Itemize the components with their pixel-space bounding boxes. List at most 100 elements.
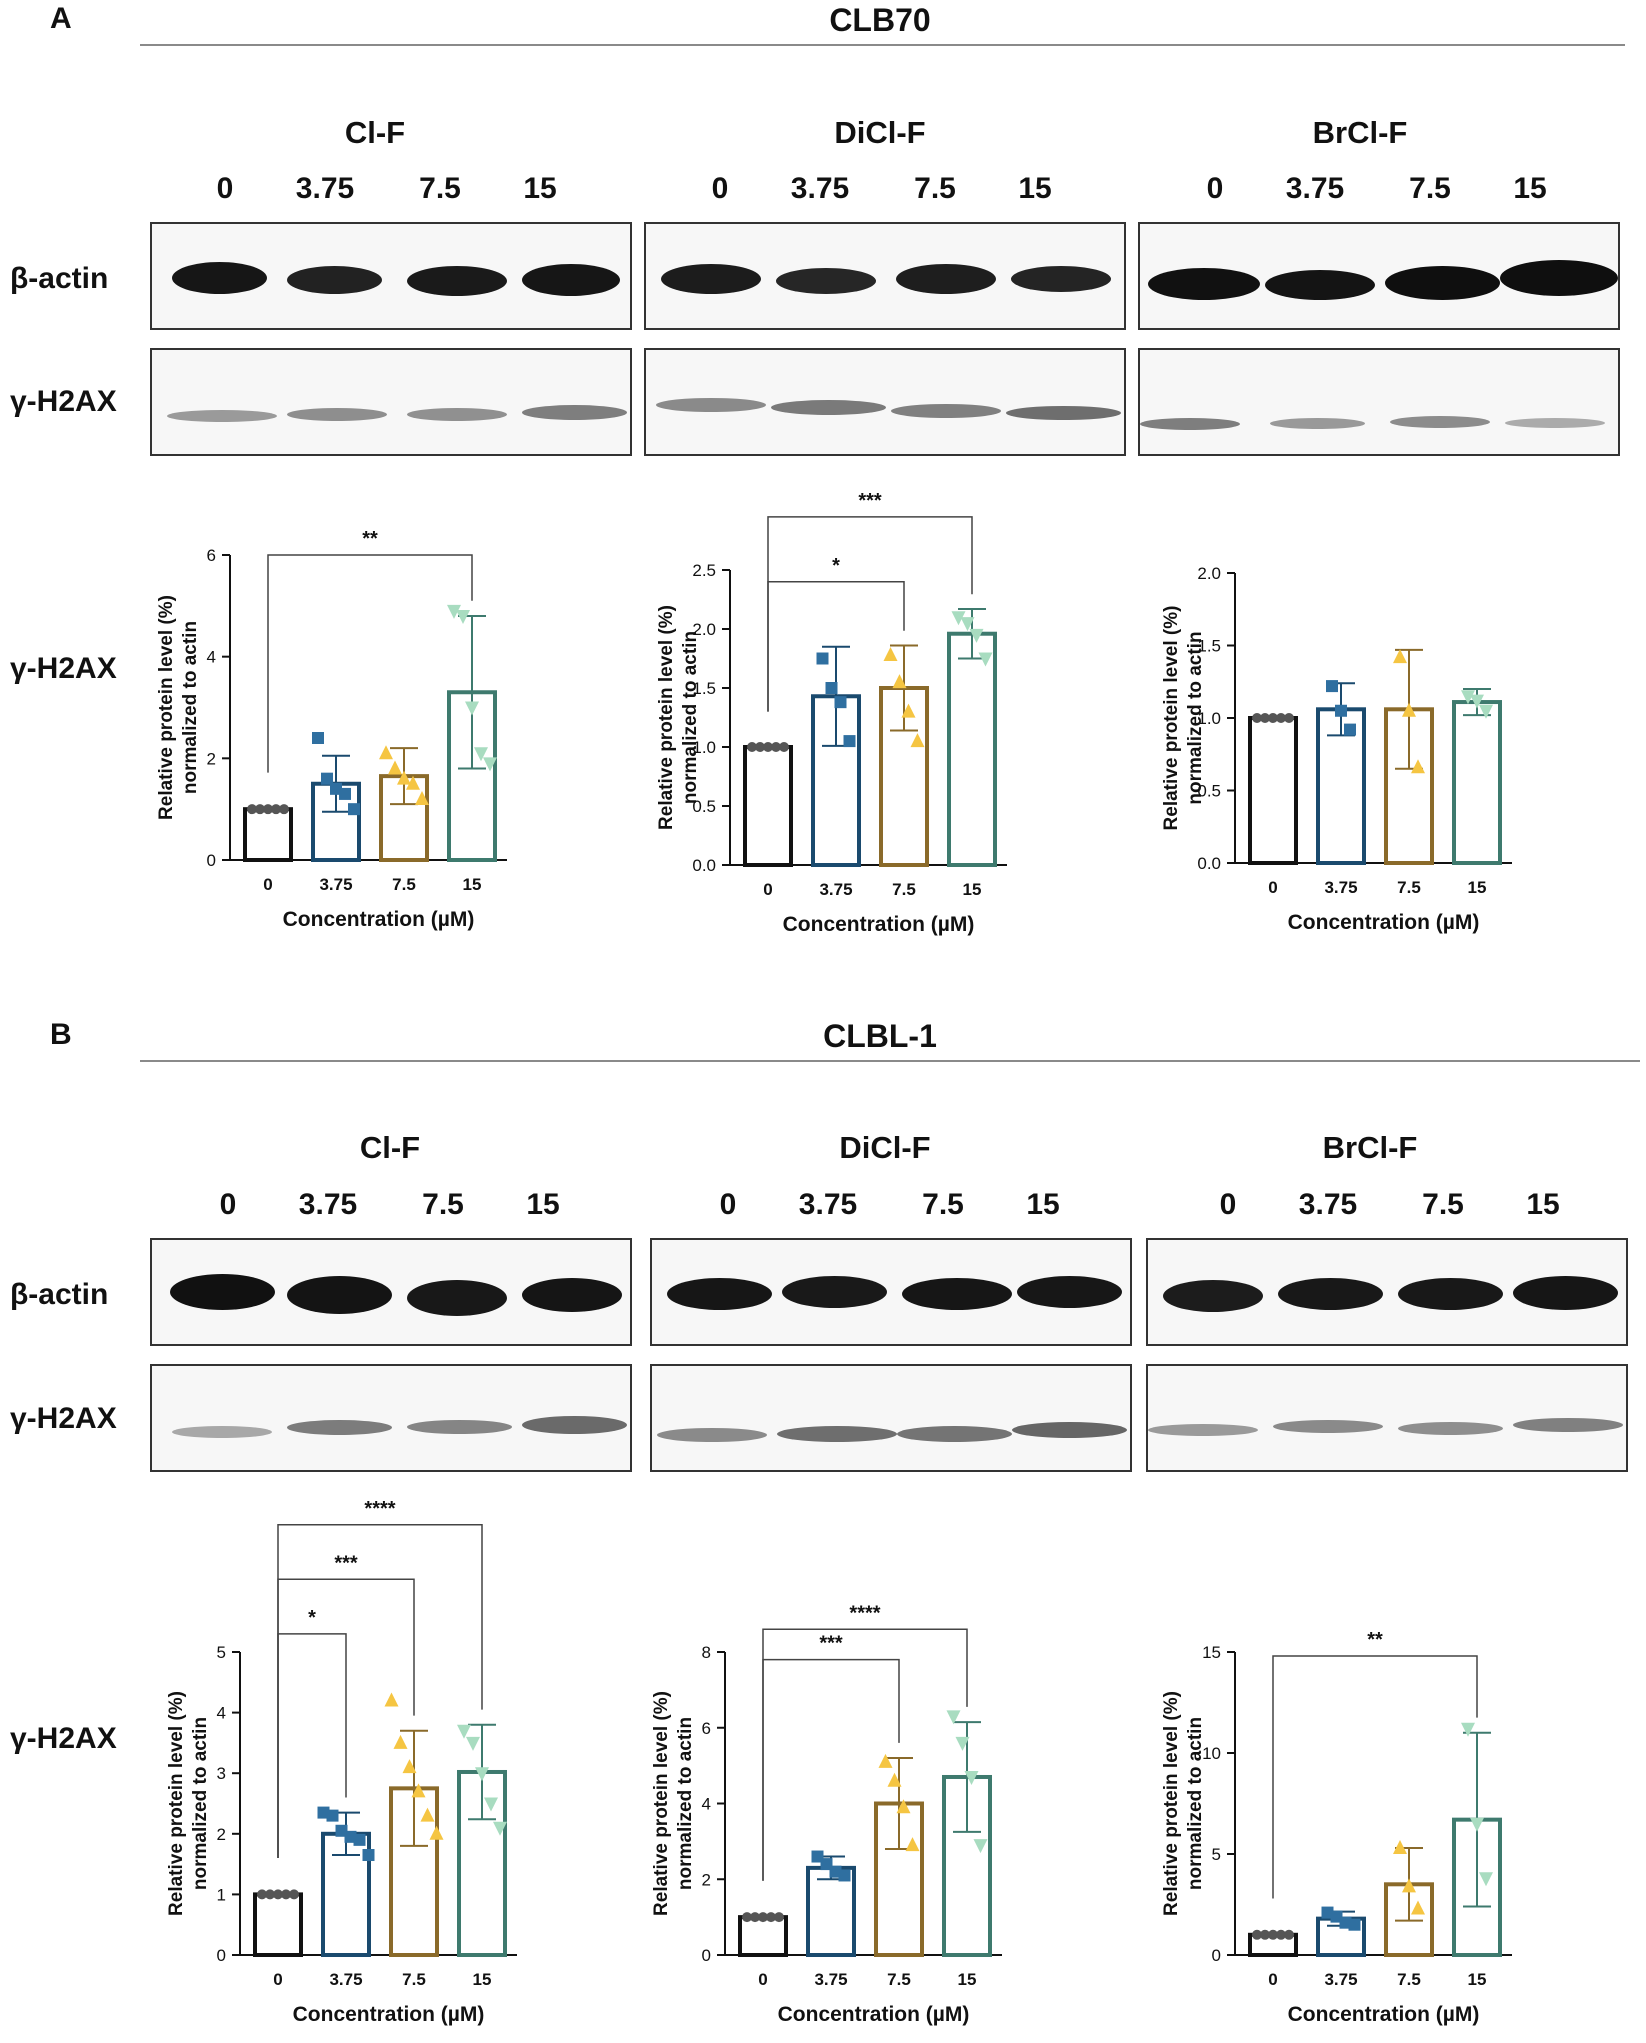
bar	[1452, 700, 1502, 865]
significance-label: ***	[819, 1633, 843, 1655]
significance-label: ****	[849, 1602, 880, 1624]
y-tick-label: 1	[217, 1885, 226, 1904]
bar-chart: 0.0 0.5 1.0 1.5 2.0 2.5 Relative protein level…	[656, 490, 1007, 936]
conc-label: 0	[219, 1188, 237, 1221]
panel-b-actin-label: β-actin	[10, 1278, 109, 1311]
data-point	[1411, 1900, 1425, 1915]
data-point	[896, 1799, 911, 1814]
blot-actin	[650, 1238, 1132, 1346]
x-axis-label: Concentration (µM)	[293, 2003, 485, 2026]
x-tick-label: 3.75	[814, 1970, 847, 1989]
x-tick-label: 15	[963, 880, 982, 899]
data-point	[1344, 723, 1356, 736]
blot-actin	[150, 1238, 632, 1346]
y-tick-label: 5	[1212, 1845, 1221, 1864]
y-tick-label: 2.0	[1197, 564, 1221, 583]
bar	[743, 745, 793, 867]
y-axis-label: normalized to actin	[180, 621, 201, 794]
panel-b-divider	[140, 1060, 1640, 1062]
data-point	[271, 804, 281, 815]
conc-label: 15	[1513, 172, 1547, 205]
data-point	[420, 1807, 435, 1822]
x-tick-label: 15	[473, 1970, 492, 1989]
significance-label: ****	[364, 1498, 395, 1520]
y-tick-label: 0	[1212, 1946, 1221, 1965]
panel-a-letter: A	[50, 2, 72, 35]
data-point	[263, 804, 273, 815]
bar	[253, 1892, 303, 1957]
x-tick-label: 0	[1268, 878, 1277, 897]
y-axis-label: normalized to actin	[1185, 1717, 1206, 1890]
data-point	[1461, 690, 1475, 705]
data-point	[1260, 713, 1270, 723]
bar-chart: 0 2 4 6 Relative protein level (%) normalized…	[156, 528, 507, 931]
conc-label: 7.5	[922, 1188, 964, 1221]
data-point	[493, 1821, 507, 1836]
data-point	[289, 1889, 299, 1900]
y-axis-label: normalized to actin	[190, 1717, 211, 1890]
conc-label: 3.75	[1298, 1188, 1358, 1221]
y-tick-label: 4	[207, 648, 216, 667]
panel-a-blot2-compound: DiCl-F	[834, 115, 926, 150]
data-point	[255, 804, 265, 815]
panel-b-blot3-compound: BrCl-F	[1322, 1130, 1418, 1165]
data-point	[279, 804, 289, 815]
x-axis-label: Concentration (µM)	[1288, 911, 1480, 934]
data-point	[1393, 649, 1407, 664]
panel-a-cell-line: CLB70	[829, 2, 931, 38]
y-axis-label: Relative protein level (%)	[651, 1691, 672, 1916]
x-tick-label: 7.5	[1397, 878, 1421, 897]
bar	[243, 807, 293, 862]
data-point	[1326, 680, 1338, 693]
data-point	[1393, 1839, 1407, 1854]
bar	[947, 631, 997, 867]
x-tick-label: 3.75	[329, 1970, 362, 1989]
panel-a-divider	[140, 44, 1625, 46]
data-point	[1461, 1722, 1475, 1737]
data-point	[281, 1889, 291, 1900]
data-point	[339, 787, 351, 800]
data-point	[883, 646, 898, 661]
data-point	[905, 1837, 920, 1852]
data-point	[955, 1736, 970, 1751]
significance-label: ***	[334, 1552, 358, 1574]
x-tick-label: 15	[1468, 878, 1487, 897]
panel-b-letter: B	[50, 1018, 72, 1051]
data-point	[465, 701, 479, 716]
panel-b-blot2-compound: DiCl-F	[839, 1130, 931, 1165]
data-point	[484, 1797, 498, 1812]
data-point	[779, 742, 789, 752]
y-axis-label: Relative protein level (%)	[656, 605, 677, 830]
data-point	[910, 733, 925, 748]
data-point	[973, 1839, 988, 1854]
x-tick-label: 7.5	[892, 880, 916, 899]
bar-chart: 0 1 2 3 4 5 Relative protein level (%) normaliz…	[166, 1498, 517, 2026]
y-tick-label: 4	[217, 1704, 226, 1723]
y-tick-label: 2	[217, 1825, 226, 1844]
data-point	[411, 1783, 426, 1798]
data-point	[946, 1710, 961, 1725]
data-point	[397, 770, 411, 785]
data-point	[878, 1753, 893, 1768]
y-axis-label: Relative protein level (%)	[166, 1691, 187, 1916]
data-point	[483, 757, 497, 772]
panel-a-blot3-compound: BrCl-F	[1312, 115, 1408, 150]
x-tick-label: 0	[263, 875, 272, 894]
data-point	[457, 1724, 471, 1739]
panel-a-h2ax-label: γ-H2AX	[10, 385, 117, 418]
y-tick-label: 0	[702, 1946, 711, 1965]
x-tick-label: 15	[463, 875, 482, 894]
y-tick-label: 8	[702, 1643, 711, 1662]
conc-label: 7.5	[419, 172, 461, 205]
data-point	[825, 682, 838, 694]
blot-actin	[1138, 222, 1620, 330]
blot-actin	[150, 222, 632, 330]
data-point	[1470, 694, 1484, 709]
blot-h2ax	[1138, 348, 1620, 456]
x-tick-label: 0	[1268, 1970, 1277, 1989]
data-point	[763, 742, 773, 752]
plot-area: 0 2 4 6 8 Relative protein level (%) normalize…	[651, 1602, 1002, 2026]
x-tick-label: 0	[273, 1970, 282, 1989]
y-tick-label: 0.5	[692, 797, 716, 816]
data-point	[892, 674, 907, 689]
